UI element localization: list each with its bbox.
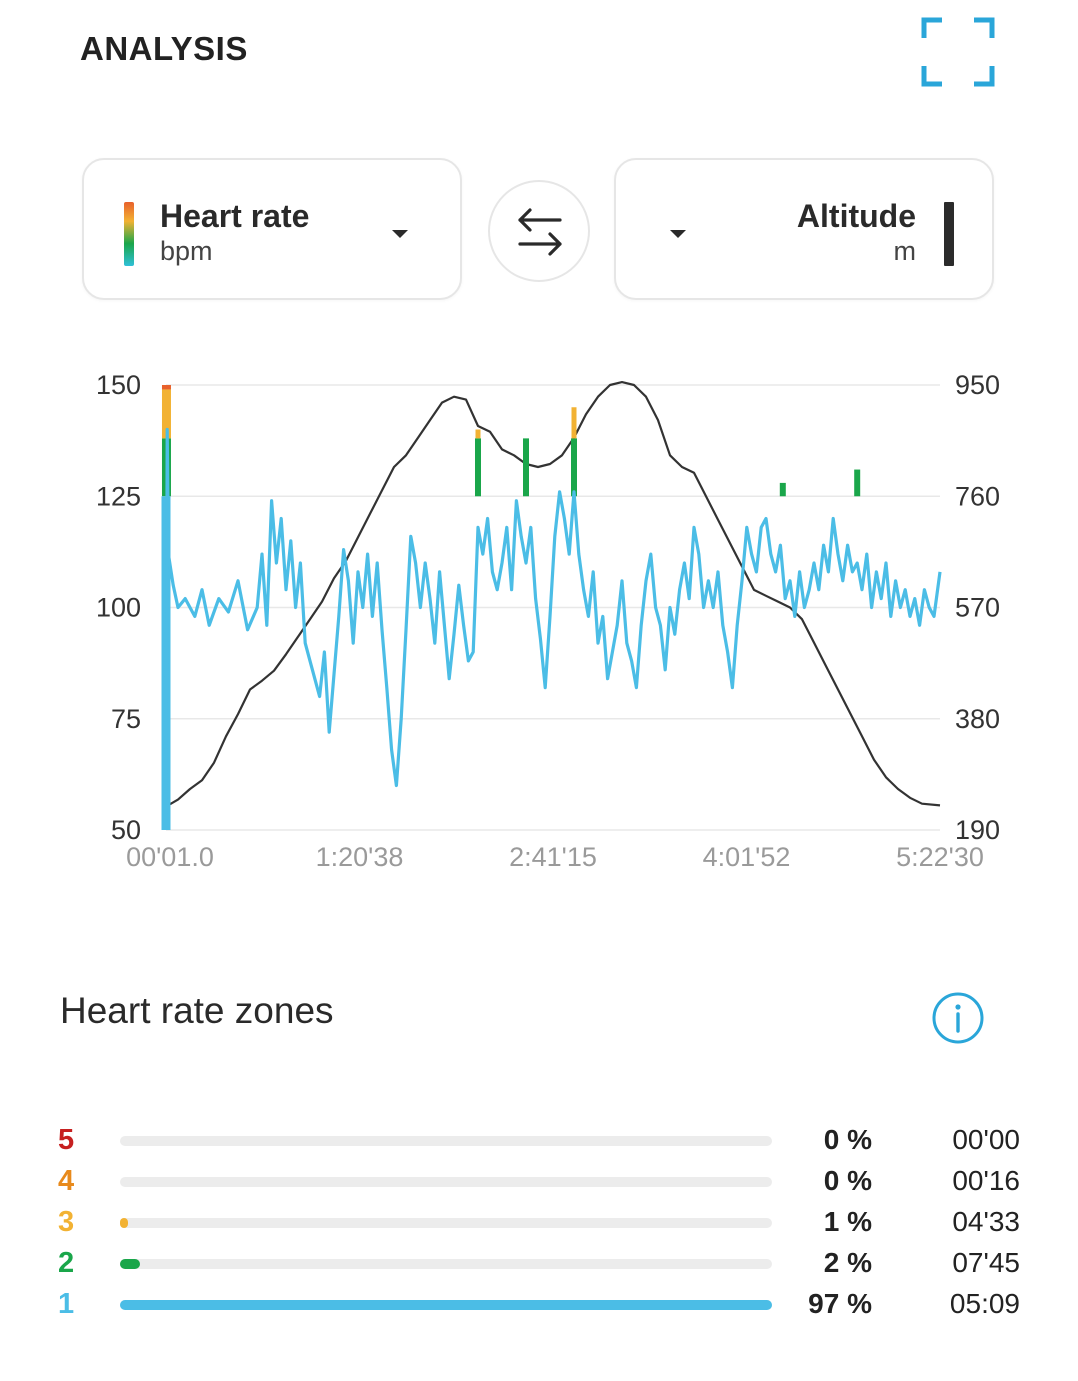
y-right-tick-label: 570 [955,593,1000,623]
zone-percent: 1 % [823,1206,872,1237]
left-metric-name: Heart rate [160,198,310,234]
zone-duration: 00'00 [952,1124,1020,1155]
x-tick-label: 2:41'15 [509,842,597,872]
zone-progress-fill [120,1259,140,1269]
section-title: ANALYSIS [80,30,248,67]
expand-button[interactable] [918,14,998,90]
y-left-tick-label: 50 [111,815,141,845]
zone-progress-fill [120,1218,128,1228]
zone-row: 3 1 % 04'33 [0,1204,1078,1244]
y-left-tick-label: 100 [96,593,141,623]
y-left-tick-label: 125 [96,481,141,511]
right-metric-selector[interactable]: Altitude m [614,158,994,300]
zone-progress-track [120,1218,772,1228]
swap-arrows-icon [518,208,562,256]
zone-number: 2 [58,1247,75,1279]
zone-percent: 97 % [808,1288,872,1319]
zone-duration: 04'33 [952,1206,1020,1237]
swap-metrics-button[interactable] [488,180,590,282]
x-tick-label: 00'01.0 [126,842,214,872]
chevron-down-icon [670,230,686,238]
x-tick-label: 5:22'30 [896,842,984,872]
y-left-tick-label: 150 [96,370,141,400]
zone-number: 1 [58,1288,75,1320]
zone-row: 2 2 % 07'45 [0,1245,1078,1285]
y-right-tick-label: 760 [955,481,1000,511]
zone-number: 4 [58,1165,75,1197]
zone-number: 3 [58,1206,75,1238]
left-metric-unit: bpm [160,236,213,266]
zone-progress-fill [120,1300,772,1310]
fullscreen-corners-icon [921,17,995,87]
x-tick-label: 1:20'38 [316,842,404,872]
chevron-down-icon [392,230,408,238]
zone-duration: 07'45 [952,1247,1020,1278]
y-right-tick-label: 190 [955,815,1000,845]
zone-percent: 0 % [823,1124,872,1155]
heart-rate-series-line [164,427,942,831]
zone-progress-track [120,1259,772,1269]
zones-title: Heart rate zones [60,990,334,1031]
zone-percent: 2 % [823,1247,872,1278]
zone-duration: 05:09 [949,1288,1020,1319]
zone-row: 1 97 % 05:09 [0,1286,1078,1326]
analysis-chart[interactable]: 150 125 100 75 50 950 760 570 380 190 00'01.0 1:20'… [0,360,1078,900]
x-tick-label: 4:01'52 [703,842,791,872]
y-right-tick-label: 950 [955,370,1000,400]
zone-percent: 0 % [823,1165,872,1196]
zone-duration: 00'16 [952,1165,1020,1196]
zone-progress-track [120,1300,772,1310]
info-button[interactable] [930,990,986,1046]
heart-rate-color-swatch [124,202,134,266]
left-metric-selector[interactable]: Heart rate bpm [82,158,462,300]
zone-number: 5 [58,1124,75,1156]
info-circle-icon [932,992,984,1044]
y-left-tick-label: 75 [111,704,141,734]
zone-progress-track [120,1177,772,1187]
zone-row: 5 0 % 00'00 [0,1122,1078,1162]
zone-row: 4 0 % 00'16 [0,1163,1078,1203]
zone-progress-track [120,1136,772,1146]
y-right-tick-label: 380 [955,704,1000,734]
right-metric-unit: m [893,236,917,266]
altitude-series-line [165,381,941,808]
altitude-color-swatch [944,202,954,266]
right-metric-name: Altitude [796,198,916,234]
